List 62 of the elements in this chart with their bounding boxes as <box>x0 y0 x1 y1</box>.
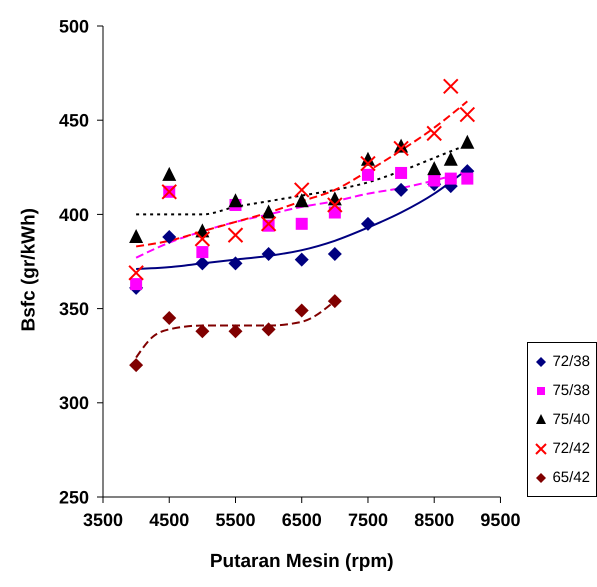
y-tick-label: 500 <box>58 16 89 36</box>
point <box>360 216 375 231</box>
x-tick-label: 9500 <box>480 510 520 530</box>
legend-label: 72/38 <box>552 353 590 370</box>
y-tick-label: 350 <box>58 298 89 319</box>
point <box>228 324 242 338</box>
point <box>129 229 144 244</box>
point <box>296 218 308 230</box>
y-tick-label: 450 <box>58 110 89 131</box>
y-tick-label: 250 <box>58 487 89 508</box>
point <box>360 156 376 172</box>
point <box>393 140 410 156</box>
point <box>328 246 342 261</box>
point <box>328 294 342 308</box>
point <box>459 106 476 123</box>
point <box>228 256 242 270</box>
point <box>162 166 176 181</box>
point <box>294 303 309 318</box>
x-tick-label: 3500 <box>82 510 124 530</box>
point <box>460 134 474 149</box>
legend-label: 75/38 <box>552 382 590 399</box>
point <box>262 322 276 336</box>
y-tick-label: 400 <box>58 204 89 225</box>
point <box>442 78 459 94</box>
point <box>162 311 176 326</box>
point <box>444 172 457 185</box>
legend-label: 72/42 <box>552 440 590 457</box>
point <box>427 161 442 176</box>
point <box>195 324 210 338</box>
x-axis-title: Putaran Mesin (rpm) <box>210 551 394 572</box>
point <box>260 216 277 232</box>
point <box>294 252 309 267</box>
x-tick-label: 5500 <box>215 510 256 530</box>
point <box>262 246 276 261</box>
x-tick-label: 8500 <box>414 510 454 530</box>
point <box>461 172 474 185</box>
point <box>444 152 458 166</box>
point <box>129 358 144 372</box>
point <box>428 174 440 186</box>
point <box>262 204 276 219</box>
point <box>195 256 210 270</box>
point <box>162 230 176 244</box>
x-tick-label: 7500 <box>348 510 388 530</box>
point <box>294 182 310 198</box>
point <box>362 168 374 181</box>
point <box>196 246 208 258</box>
point <box>194 230 210 247</box>
point <box>294 193 309 208</box>
x-tick-label: 6500 <box>282 510 322 530</box>
legend-label: 65/42 <box>552 469 590 486</box>
y-tick-label: 300 <box>58 393 89 414</box>
legend-label: 75/40 <box>552 411 590 428</box>
y-axis-title: Bsfc (gr/kWh) <box>18 208 40 332</box>
point <box>426 125 442 142</box>
point <box>227 227 244 244</box>
point <box>395 166 408 179</box>
point <box>130 278 142 290</box>
x-tick-label: 4500 <box>149 510 190 530</box>
point <box>128 264 144 281</box>
point <box>228 193 242 208</box>
point <box>394 182 408 197</box>
point <box>326 196 343 213</box>
